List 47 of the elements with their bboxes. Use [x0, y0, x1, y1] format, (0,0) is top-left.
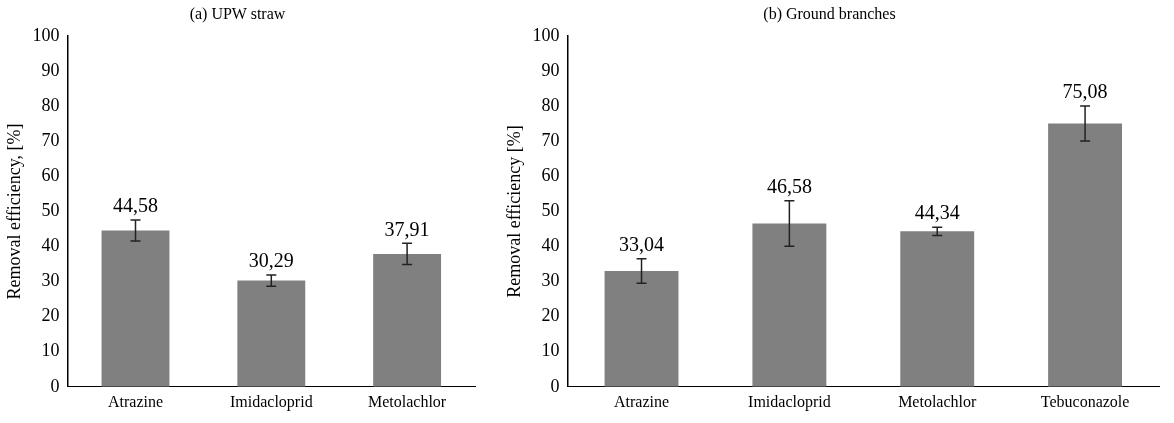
y-tick-label: 20	[541, 305, 560, 326]
bar	[1048, 123, 1123, 387]
y-tick-label: 40	[541, 235, 560, 256]
y-tick-label: 100	[32, 24, 60, 45]
bar	[101, 230, 170, 387]
bar	[900, 231, 975, 387]
bar	[752, 223, 827, 387]
x-tick-label: Metolachlor	[368, 392, 447, 410]
data-label: 44,34	[914, 201, 960, 224]
data-label: 44,58	[113, 194, 158, 217]
y-tick-label: 70	[541, 130, 560, 151]
bar	[604, 270, 679, 387]
x-tick-label: Metolachlor	[898, 392, 977, 410]
y-tick-label: 50	[541, 200, 560, 221]
y-tick-label: 100	[532, 24, 560, 45]
data-label: 33,04	[619, 232, 665, 255]
chart-title: (b) Ground branches	[763, 4, 896, 23]
y-tick-label: 10	[41, 340, 60, 361]
data-label: 75,08	[1062, 80, 1108, 103]
data-label: 46,58	[766, 174, 812, 197]
y-tick-label: 60	[541, 165, 560, 186]
data-label: 30,29	[248, 249, 294, 272]
x-tick-label: Atrazine	[613, 392, 670, 410]
x-tick-label: Imidacloprid	[748, 392, 831, 411]
y-tick-label: 30	[41, 270, 60, 291]
y-axis-title: Removal efficiency [%]	[503, 125, 524, 298]
y-tick-label: 60	[41, 165, 60, 186]
y-axis-title: Removal efficiency, [%]	[3, 123, 24, 300]
y-tick-label: 30	[541, 270, 560, 291]
y-tick-label: 90	[41, 59, 60, 80]
y-tick-label: 40	[41, 235, 60, 256]
y-tick-label: 70	[41, 130, 60, 151]
y-tick-label: 0	[550, 375, 560, 396]
data-label: 37,91	[384, 217, 430, 240]
x-tick-label: Tebuconazole	[1040, 392, 1130, 410]
chart-title: (a) UPW straw	[189, 4, 286, 23]
y-tick-label: 0	[50, 375, 60, 396]
x-tick-label: Atrazine	[107, 392, 164, 410]
y-tick-label: 80	[41, 95, 60, 116]
bar	[237, 280, 306, 387]
x-tick-label: Imidacloprid	[229, 392, 313, 411]
bar	[373, 253, 442, 387]
y-tick-label: 50	[41, 200, 60, 221]
y-tick-label: 20	[41, 305, 60, 326]
y-tick-label: 80	[541, 95, 560, 116]
y-tick-label: 90	[541, 59, 560, 80]
y-tick-label: 10	[541, 340, 560, 361]
